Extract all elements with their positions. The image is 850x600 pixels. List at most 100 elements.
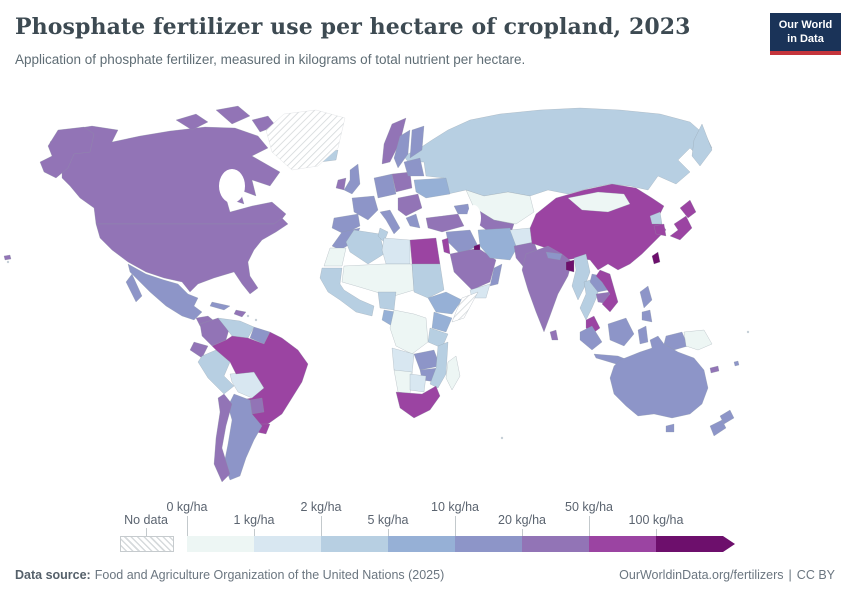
- legend-bin-20-50[interactable]: [522, 536, 589, 552]
- legend-bin-0-1[interactable]: [187, 536, 254, 552]
- country-madagascar[interactable]: [445, 355, 461, 391]
- country-finland[interactable]: [409, 125, 425, 159]
- country-usa[interactable]: [95, 217, 289, 295]
- country-baltics[interactable]: [403, 157, 425, 177]
- owid-fertilizers-link[interactable]: OurWorldinData.org/fertilizers: [619, 568, 784, 582]
- owid-logo-line2: in Data: [787, 33, 824, 46]
- country-indonesia-sumatra[interactable]: [579, 325, 603, 351]
- footer-right: OurWorldinData.org/fertilizers | CC BY: [619, 568, 835, 582]
- country-botswana[interactable]: [409, 373, 427, 393]
- legend-bin-1-2[interactable]: [254, 536, 321, 552]
- country-ukraine[interactable]: [413, 177, 451, 199]
- legend-bin-100-plus[interactable]: [656, 536, 723, 552]
- legend-no-data-label: No data: [124, 513, 168, 527]
- country-somalia[interactable]: [451, 291, 479, 323]
- legend-no-data-swatch[interactable]: [120, 536, 174, 552]
- map-legend: No data 0 kg/ha 1 kg/ha 2 kg/ha 5 kg/ha …: [0, 500, 850, 560]
- country-taiwan[interactable]: [651, 251, 661, 265]
- country-ethiopia[interactable]: [427, 291, 463, 315]
- country-libya[interactable]: [381, 237, 411, 265]
- datasource-text: Food and Agriculture Organization of the…: [94, 568, 445, 582]
- datasource-label: Data source:: [15, 568, 91, 582]
- country-iran[interactable]: [477, 227, 519, 261]
- country-canada-arctic-1[interactable]: [175, 113, 209, 131]
- country-poland[interactable]: [391, 171, 413, 193]
- legend-bin-50-100[interactable]: [589, 536, 656, 552]
- country-argentina[interactable]: [223, 393, 263, 481]
- country-australia[interactable]: [609, 335, 709, 419]
- country-mozambique[interactable]: [429, 341, 449, 389]
- legend-color-bar: [187, 536, 735, 552]
- country-new-caledonia[interactable]: [709, 365, 720, 374]
- country-oman[interactable]: [489, 263, 503, 287]
- country-fiji[interactable]: [733, 360, 740, 367]
- country-kenya[interactable]: [431, 311, 453, 333]
- country-italy[interactable]: [379, 209, 401, 235]
- country-balkans[interactable]: [397, 193, 423, 217]
- legend-no-data-tick: [146, 528, 147, 536]
- country-indonesia-papua[interactable]: [663, 331, 689, 351]
- country-bangladesh[interactable]: [565, 259, 575, 273]
- legend-bin-10-20[interactable]: [455, 536, 522, 552]
- island-specks: [6, 260, 750, 440]
- country-sudan[interactable]: [411, 263, 445, 299]
- page-footer: Data source: Food and Agriculture Organiz…: [15, 568, 835, 582]
- country-russia[interactable]: [403, 107, 713, 197]
- country-france[interactable]: [351, 195, 379, 221]
- country-sahel-band[interactable]: [341, 263, 415, 297]
- country-australia-tasmania[interactable]: [665, 423, 675, 433]
- country-caucasus[interactable]: [453, 203, 471, 215]
- country-philippines-mindanao[interactable]: [641, 309, 653, 323]
- country-papua-new-guinea[interactable]: [683, 329, 713, 351]
- country-russia-kamchatka[interactable]: [691, 123, 713, 167]
- country-uk[interactable]: [343, 163, 361, 195]
- country-philippines-luzon[interactable]: [639, 285, 653, 309]
- country-chile[interactable]: [213, 393, 233, 483]
- country-paraguay[interactable]: [249, 397, 265, 415]
- country-turkey[interactable]: [425, 213, 465, 233]
- country-south-africa[interactable]: [395, 385, 441, 419]
- country-myanmar[interactable]: [571, 253, 591, 301]
- country-usa-hawaii[interactable]: [3, 254, 12, 261]
- country-greenland[interactable]: [265, 109, 346, 171]
- country-indonesia-borneo[interactable]: [607, 317, 635, 347]
- country-dr-congo[interactable]: [389, 309, 429, 355]
- owid-logo[interactable]: Our World in Data: [770, 13, 841, 55]
- datasource: Data source: Food and Agriculture Organiz…: [15, 568, 444, 582]
- license-label: CC BY: [796, 568, 835, 582]
- country-nepal[interactable]: [545, 251, 563, 261]
- country-mongolia[interactable]: [567, 191, 631, 213]
- country-usa-alaska[interactable]: [39, 126, 95, 179]
- country-mexico-baja[interactable]: [125, 273, 143, 303]
- country-sweden[interactable]: [393, 129, 411, 169]
- country-west-africa[interactable]: [319, 267, 375, 317]
- country-japan-hokkaido[interactable]: [679, 199, 697, 219]
- country-egypt[interactable]: [409, 237, 441, 265]
- country-south-korea[interactable]: [653, 223, 667, 237]
- country-dominican-republic[interactable]: [233, 309, 247, 318]
- country-japan-honshu[interactable]: [669, 215, 693, 241]
- country-indonesia-sulawesi[interactable]: [637, 325, 649, 345]
- country-sri-lanka[interactable]: [549, 329, 559, 341]
- country-india[interactable]: [521, 245, 573, 333]
- country-north-korea[interactable]: [649, 211, 663, 225]
- country-norway[interactable]: [381, 117, 407, 165]
- country-cuba[interactable]: [209, 301, 231, 311]
- country-kuwait[interactable]: [473, 243, 481, 251]
- legend-bin-5-10[interactable]: [388, 536, 455, 552]
- country-new-zealand-south[interactable]: [709, 419, 727, 437]
- legend-bin-2-5[interactable]: [321, 536, 388, 552]
- country-greece[interactable]: [405, 213, 421, 229]
- country-mexico[interactable]: [127, 263, 203, 321]
- country-ireland[interactable]: [335, 177, 347, 191]
- country-namibia[interactable]: [393, 369, 413, 395]
- country-vietnam[interactable]: [595, 269, 619, 313]
- owid-logo-line1: Our World: [778, 19, 833, 31]
- country-canada-arctic-2[interactable]: [215, 105, 251, 125]
- country-nigeria[interactable]: [377, 291, 397, 311]
- world-map[interactable]: [0, 95, 850, 493]
- country-mauritania[interactable]: [323, 247, 347, 267]
- country-germany[interactable]: [373, 173, 397, 199]
- inland-seas: [219, 169, 481, 231]
